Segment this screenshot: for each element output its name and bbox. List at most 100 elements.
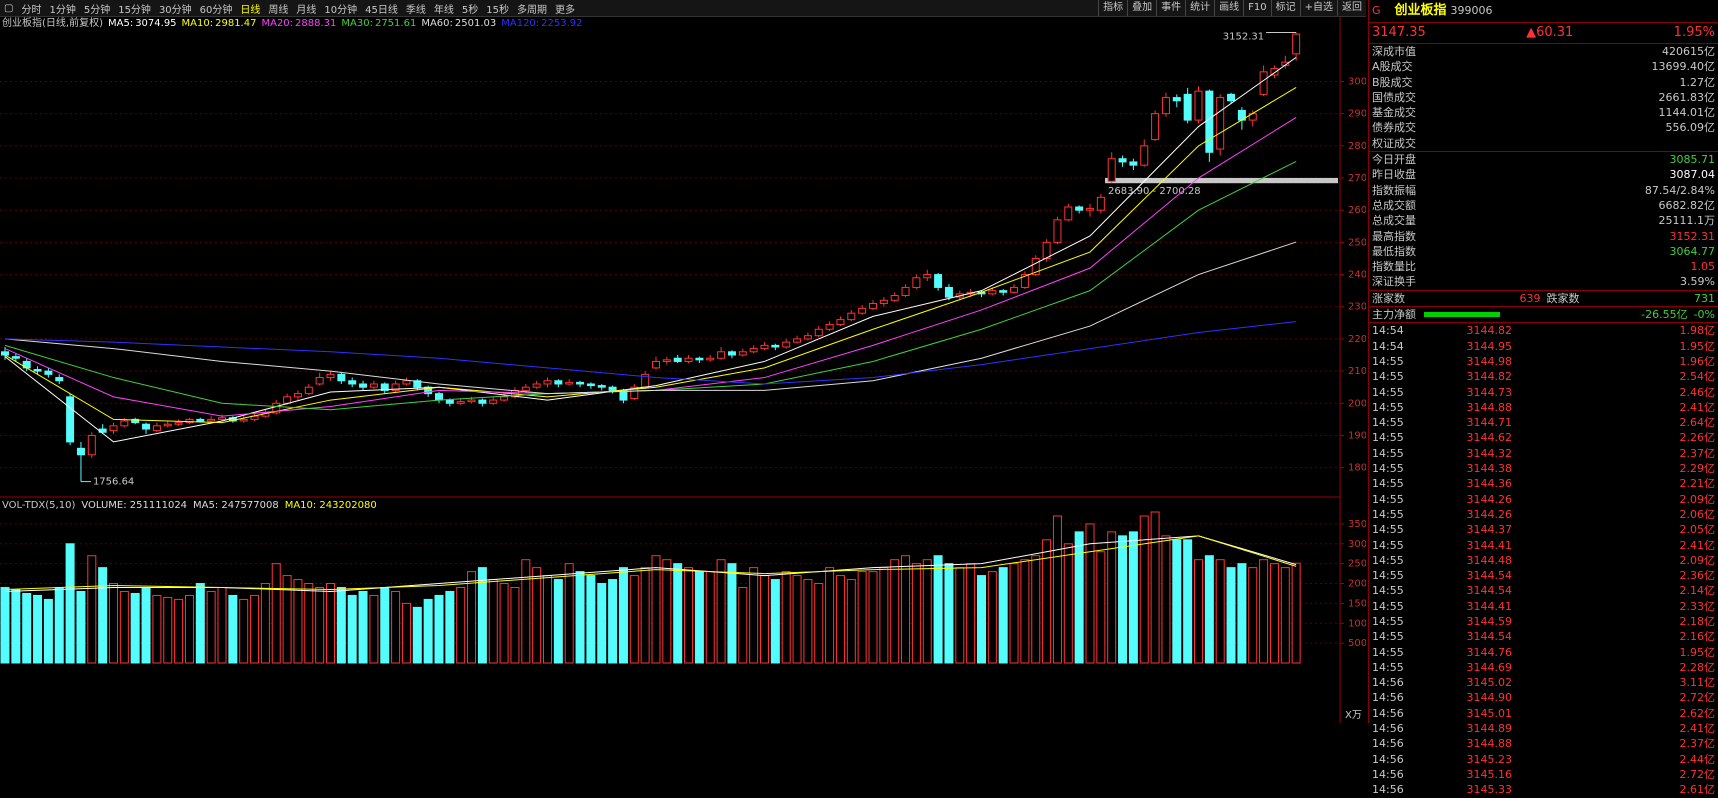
candle-body	[749, 348, 758, 353]
tick-row: 14:55 3144.38 2.29亿	[1369, 461, 1718, 476]
period-button[interactable]: 10分钟	[324, 4, 358, 16]
tool-button[interactable]: 指标	[1098, 0, 1127, 16]
price: 3147.35	[1372, 25, 1426, 40]
period-button[interactable]: 1分钟	[49, 4, 76, 16]
period-button[interactable]: 5秒	[461, 4, 479, 16]
tick-row: 14:55 3144.26 2.06亿	[1369, 507, 1718, 522]
tick-amount: 2.18亿	[1679, 614, 1716, 628]
y-tick-label: 2600	[1348, 205, 1366, 216]
candle-body	[120, 420, 129, 427]
tick-row: 14:56 3145.23 2.44亿	[1369, 752, 1718, 767]
stat-value: 3152.31	[1669, 229, 1716, 243]
tick-time: 14:55	[1372, 416, 1404, 430]
tool-button[interactable]: F10	[1243, 0, 1270, 16]
candle-body	[630, 386, 639, 399]
stat-label: B股成交	[1372, 75, 1413, 89]
window-icon[interactable]: ▢	[4, 2, 14, 14]
period-button[interactable]: 日线	[240, 4, 261, 16]
period-button[interactable]: 月线	[296, 4, 317, 16]
tick-row: 14:55 3144.76 1.95亿	[1369, 645, 1718, 660]
volume-bar	[1150, 511, 1160, 664]
period-button[interactable]: 季线	[405, 4, 426, 16]
tool-button[interactable]: +自选	[1299, 0, 1337, 16]
tool-button[interactable]: 返回	[1337, 0, 1366, 16]
period-button[interactable]: 45日线	[365, 4, 398, 16]
volume-bar	[1118, 535, 1128, 664]
tick-amount: 1.96亿	[1679, 354, 1716, 368]
tool-button[interactable]: 统计	[1185, 0, 1214, 16]
tick-amount: 2.41亿	[1679, 722, 1716, 736]
volume-legend: MA10: 243202080	[285, 500, 377, 511]
tick-time: 14:56	[1372, 752, 1404, 766]
period-button[interactable]: 15分钟	[118, 4, 151, 16]
candle-body	[11, 356, 20, 359]
period-button[interactable]: 15秒	[486, 4, 509, 16]
stat-label: 最高指数	[1372, 229, 1416, 243]
volume-bar	[1128, 531, 1138, 664]
volume-bar	[510, 587, 520, 664]
down-count: 731	[1694, 291, 1715, 305]
volume-bar	[618, 567, 628, 664]
period-button[interactable]: 周线	[268, 4, 289, 16]
stat-value: 3085.71	[1669, 153, 1716, 167]
candle-body	[1292, 33, 1301, 55]
candle-body	[576, 381, 585, 385]
volume-bar	[1085, 523, 1095, 664]
tick-time: 14:56	[1372, 737, 1404, 751]
volume-bar	[575, 571, 585, 664]
code-letter: G	[1372, 4, 1381, 17]
tick-amount: 2.06亿	[1679, 507, 1716, 521]
legend-text: MA30:	[341, 18, 373, 29]
tick-amount: 2.33亿	[1679, 599, 1716, 613]
tick-row: 14:56 3144.88 2.37亿	[1369, 736, 1718, 751]
volume-bar	[532, 567, 542, 664]
candle-body	[944, 286, 953, 298]
volume-bar	[98, 567, 108, 664]
candle-body	[142, 423, 151, 430]
volume-bar	[553, 579, 563, 664]
tool-button[interactable]: 事件	[1156, 0, 1185, 16]
candle-body	[695, 357, 704, 361]
period-button[interactable]: 多周期	[516, 4, 547, 16]
stat-value: 25111.1万	[1658, 214, 1716, 228]
y-tick-label: 2900	[1348, 109, 1366, 120]
tick-price: 3145.23	[1466, 752, 1513, 766]
stat-label: 昨日收盘	[1372, 168, 1416, 182]
candle-body	[1259, 71, 1268, 95]
volume-bar	[543, 575, 552, 664]
volume-bar	[315, 587, 325, 664]
tick-price: 3145.02	[1466, 676, 1513, 690]
stat-row: 深证换手 3.59%	[1369, 274, 1718, 289]
candle-body	[565, 381, 574, 385]
stat-row: 权证成交	[1369, 136, 1718, 151]
tool-button[interactable]: 画线	[1214, 0, 1243, 16]
tick-amount: 2.62亿	[1679, 706, 1716, 720]
tick-row: 14:55 3144.48 2.09亿	[1369, 553, 1718, 568]
stat-row: B股成交 1.27亿	[1369, 75, 1718, 90]
period-button[interactable]: 5分钟	[83, 4, 111, 16]
volume-bar	[130, 592, 140, 664]
period-button[interactable]: 更多	[554, 4, 575, 16]
candle-body	[586, 383, 595, 387]
period-button[interactable]: 30分钟	[158, 4, 192, 16]
period-button[interactable]: 60分钟	[199, 4, 233, 16]
tool-button[interactable]: 标记	[1270, 0, 1300, 16]
tick-price: 3144.26	[1466, 492, 1513, 506]
volume-bar	[1063, 543, 1073, 664]
period-button[interactable]: 分时	[21, 4, 42, 16]
tick-time: 14:55	[1372, 492, 1404, 506]
tick-amount: 2.29亿	[1679, 462, 1716, 476]
tool-button[interactable]: 叠加	[1127, 0, 1156, 16]
tick-time: 14:55	[1372, 477, 1404, 491]
candle-body	[543, 380, 552, 385]
candle-body	[717, 351, 726, 359]
tick-price: 3144.41	[1466, 599, 1513, 613]
tool-buttons: 指标 叠加 事件 统计 画线 F10 标记 +自选 返回	[1098, 0, 1366, 16]
candle-body	[923, 274, 932, 279]
volume-bar	[857, 571, 867, 664]
period-button[interactable]: 年线	[433, 4, 454, 16]
candle-body	[1172, 97, 1181, 102]
chart: 创业板指(日线,前复权) MA5: 3074.95 MA10: 2981.47 MA20:…	[0, 16, 1366, 723]
tick-price: 3144.88	[1466, 400, 1513, 414]
volume-bar	[1009, 563, 1019, 664]
